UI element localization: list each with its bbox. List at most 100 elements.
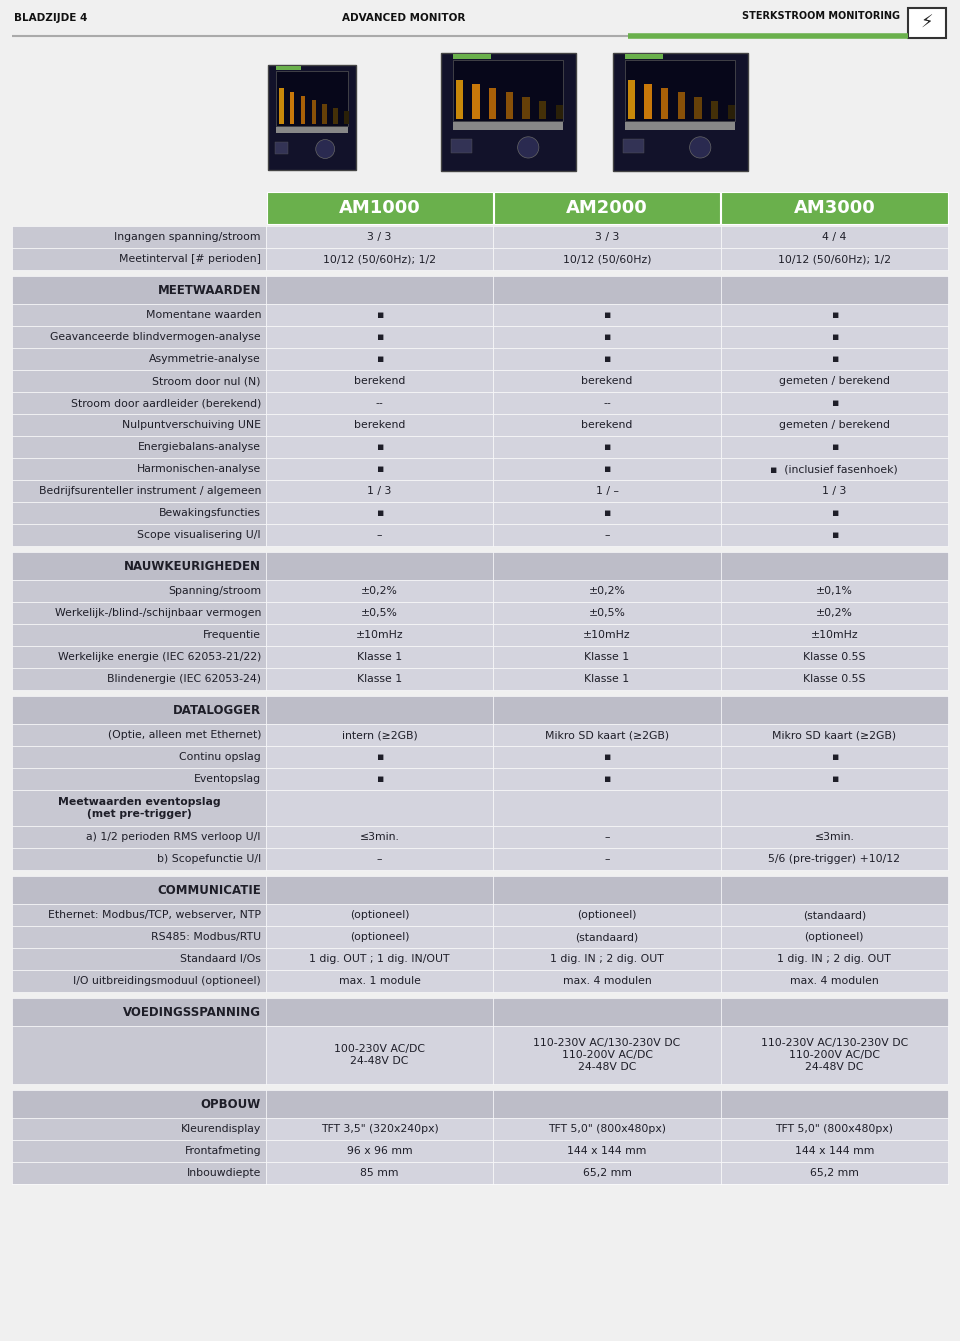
Bar — [12, 624, 266, 646]
Text: Mikro SD kaart (≥2GB): Mikro SD kaart (≥2GB) — [772, 730, 897, 740]
Bar — [493, 436, 721, 459]
Text: Stroom door aardleider (berekend): Stroom door aardleider (berekend) — [71, 398, 261, 408]
Bar — [493, 192, 720, 224]
Bar — [276, 142, 288, 154]
Text: Meetinterval [# perioden]: Meetinterval [# perioden] — [119, 253, 261, 264]
Bar — [721, 970, 948, 992]
Bar — [266, 904, 493, 927]
Text: Werkelijke energie (IEC 62053-21/22): Werkelijke energie (IEC 62053-21/22) — [58, 652, 261, 662]
Text: --: -- — [375, 398, 384, 408]
Text: 144 x 144 mm: 144 x 144 mm — [795, 1147, 874, 1156]
Bar — [266, 227, 493, 248]
Bar — [12, 326, 266, 349]
Bar — [12, 552, 266, 581]
Bar — [12, 304, 266, 326]
Text: Werkelijk-/blind-/schijnbaar vermogen: Werkelijk-/blind-/schijnbaar vermogen — [55, 607, 261, 618]
Bar — [522, 97, 530, 119]
Text: 65,2 mm: 65,2 mm — [810, 1168, 859, 1177]
Text: --: -- — [603, 398, 611, 408]
Bar — [908, 8, 946, 38]
Bar — [266, 349, 493, 370]
Text: ≤3min.: ≤3min. — [360, 831, 399, 842]
Bar — [266, 552, 493, 581]
Text: a) 1/2 perioden RMS verloop U/I: a) 1/2 perioden RMS verloop U/I — [86, 831, 261, 842]
Text: ▪: ▪ — [830, 310, 838, 320]
Bar — [493, 552, 721, 581]
Bar — [266, 848, 493, 870]
Bar — [12, 668, 266, 691]
Text: berekend: berekend — [582, 375, 633, 386]
Bar — [266, 970, 493, 992]
Text: TFT 3,5" (320x240px): TFT 3,5" (320x240px) — [321, 1124, 439, 1134]
Bar — [266, 602, 493, 624]
Bar — [12, 227, 266, 248]
Bar — [266, 414, 493, 436]
Bar — [612, 54, 748, 172]
Text: ⚡: ⚡ — [921, 13, 933, 32]
Bar — [276, 127, 348, 133]
Bar — [266, 876, 493, 904]
Text: Continu opslag: Continu opslag — [180, 752, 261, 762]
Bar — [12, 1118, 266, 1140]
Text: NAUWKEURIGHEDEN: NAUWKEURIGHEDEN — [124, 559, 261, 573]
Bar — [721, 1090, 948, 1118]
Bar — [625, 60, 735, 122]
Text: ▪: ▪ — [376, 310, 383, 320]
Bar — [721, 602, 948, 624]
Bar — [12, 826, 266, 848]
Bar — [266, 581, 493, 602]
Bar — [493, 998, 721, 1026]
Text: Geavanceerde blindvermogen-analyse: Geavanceerde blindvermogen-analyse — [50, 333, 261, 342]
Text: –: – — [377, 530, 382, 540]
Bar — [493, 248, 721, 270]
Bar — [721, 724, 948, 746]
Bar — [266, 1163, 493, 1184]
Text: ▪: ▪ — [830, 508, 838, 518]
Text: 144 x 144 mm: 144 x 144 mm — [567, 1147, 647, 1156]
Circle shape — [689, 137, 710, 158]
Bar — [12, 459, 266, 480]
Bar — [12, 276, 266, 304]
Bar — [623, 139, 643, 153]
Bar — [323, 103, 327, 123]
Bar — [694, 97, 702, 119]
Text: OPBOUW: OPBOUW — [201, 1097, 261, 1110]
Bar — [266, 524, 493, 546]
Bar — [266, 624, 493, 646]
Bar — [12, 948, 266, 970]
Text: 1 / –: 1 / – — [595, 485, 618, 496]
Bar — [12, 724, 266, 746]
Text: gemeten / berekend: gemeten / berekend — [779, 375, 890, 386]
Bar — [441, 54, 575, 172]
Bar — [266, 480, 493, 502]
Bar — [721, 746, 948, 768]
Bar — [625, 122, 735, 130]
Text: 1 dig. IN ; 2 dig. OUT: 1 dig. IN ; 2 dig. OUT — [550, 953, 664, 964]
Text: ▪: ▪ — [603, 443, 611, 452]
Text: BLADZIJDE 4: BLADZIJDE 4 — [14, 13, 87, 23]
Text: ▪: ▪ — [376, 752, 383, 762]
Bar — [266, 790, 493, 826]
Bar — [290, 93, 295, 123]
Bar — [493, 1163, 721, 1184]
Bar — [493, 724, 721, 746]
Text: max. 4 modulen: max. 4 modulen — [563, 976, 652, 986]
Text: 1 dig. IN ; 2 dig. OUT: 1 dig. IN ; 2 dig. OUT — [778, 953, 891, 964]
Bar — [721, 927, 948, 948]
Bar — [721, 1163, 948, 1184]
Bar — [266, 1118, 493, 1140]
Text: ▪  (inclusief fasenhoek): ▪ (inclusief fasenhoek) — [771, 464, 899, 473]
Text: 10/12 (50/60Hz); 1/2: 10/12 (50/60Hz); 1/2 — [778, 253, 891, 264]
Bar — [266, 502, 493, 524]
Text: Asymmetrie-analyse: Asymmetrie-analyse — [149, 354, 261, 363]
Text: ▪: ▪ — [376, 774, 383, 784]
Text: Frequentie: Frequentie — [203, 630, 261, 640]
Text: ±0,2%: ±0,2% — [588, 586, 625, 595]
Bar — [721, 326, 948, 349]
Text: ▪: ▪ — [376, 508, 383, 518]
Bar — [266, 998, 493, 1026]
Bar — [493, 392, 721, 414]
Bar — [721, 646, 948, 668]
Text: intern (≥2GB): intern (≥2GB) — [342, 730, 418, 740]
Bar — [12, 414, 266, 436]
